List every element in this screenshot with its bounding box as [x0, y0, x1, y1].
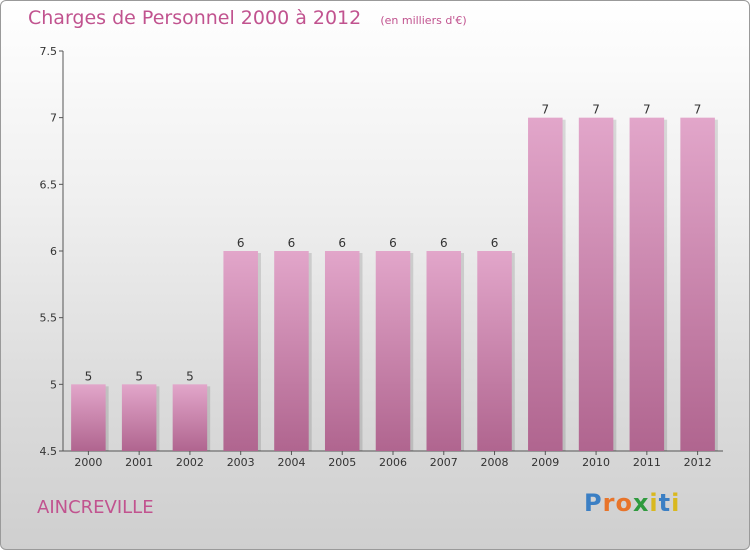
logo-letter: P: [584, 489, 603, 517]
logo-letter: i: [649, 489, 659, 517]
data-label: 5: [186, 369, 194, 383]
data-label: 7: [592, 103, 600, 117]
data-label: 5: [85, 369, 93, 383]
y-tick-label: 4.5: [40, 445, 58, 458]
bar: [629, 117, 665, 452]
data-label: 7: [694, 103, 702, 117]
x-tick-label: 2012: [684, 456, 712, 469]
bar: [274, 251, 309, 451]
x-tick-label: 2001: [125, 456, 153, 469]
logo-letter: i: [671, 489, 681, 517]
data-label: 6: [237, 236, 245, 250]
x-tick-label: 2002: [176, 456, 204, 469]
y-tick-label: 5.5: [40, 312, 58, 325]
bar: [121, 384, 157, 451]
bar: [477, 251, 512, 451]
x-tick-label: 2006: [379, 456, 407, 469]
y-tick-label: 6.5: [40, 178, 58, 191]
data-label: 6: [491, 236, 499, 250]
y-tick-label: 7.5: [40, 45, 58, 58]
bar: [426, 251, 462, 451]
data-label: 6: [338, 236, 346, 250]
data-label: 7: [541, 103, 549, 117]
x-tick-label: 2000: [74, 456, 102, 469]
data-label: 6: [440, 236, 448, 250]
data-label: 7: [643, 103, 651, 117]
y-tick-label: 7: [50, 112, 57, 125]
data-label: 6: [288, 236, 296, 250]
x-tick-label: 2005: [328, 456, 356, 469]
title-row: Charges de Personnel 2000 à 2012 (en mil…: [28, 7, 467, 29]
bar: [528, 117, 563, 452]
chart-subtitle: (en milliers d'€): [380, 14, 467, 27]
x-tick-label: 2010: [582, 456, 610, 469]
logo-letter: r: [602, 489, 616, 517]
logo-letter: o: [615, 489, 633, 517]
data-label: 5: [135, 369, 143, 383]
y-tick-label: 5: [50, 378, 57, 391]
data-label: 6: [389, 236, 397, 250]
bar: [172, 384, 208, 451]
x-tick-label: 2004: [277, 456, 305, 469]
bar: [578, 117, 614, 452]
x-tick-label: 2007: [430, 456, 458, 469]
x-tick-label: 2008: [481, 456, 509, 469]
bar: [71, 384, 106, 451]
logo-letter: x: [632, 489, 650, 517]
bar: [680, 117, 715, 452]
x-tick-label: 2003: [227, 456, 255, 469]
chart-title: Charges de Personnel 2000 à 2012: [28, 7, 362, 29]
bar: [375, 251, 411, 451]
logo-letter: t: [658, 489, 672, 517]
x-tick-label: 2009: [531, 456, 559, 469]
bar: [223, 251, 258, 451]
commune-name: AINCREVILLE: [37, 497, 154, 518]
proxiti-logo[interactable]: Proxiti: [584, 489, 680, 517]
y-tick-label: 6: [50, 245, 57, 258]
x-tick-label: 2011: [633, 456, 661, 469]
bar: [324, 251, 360, 451]
